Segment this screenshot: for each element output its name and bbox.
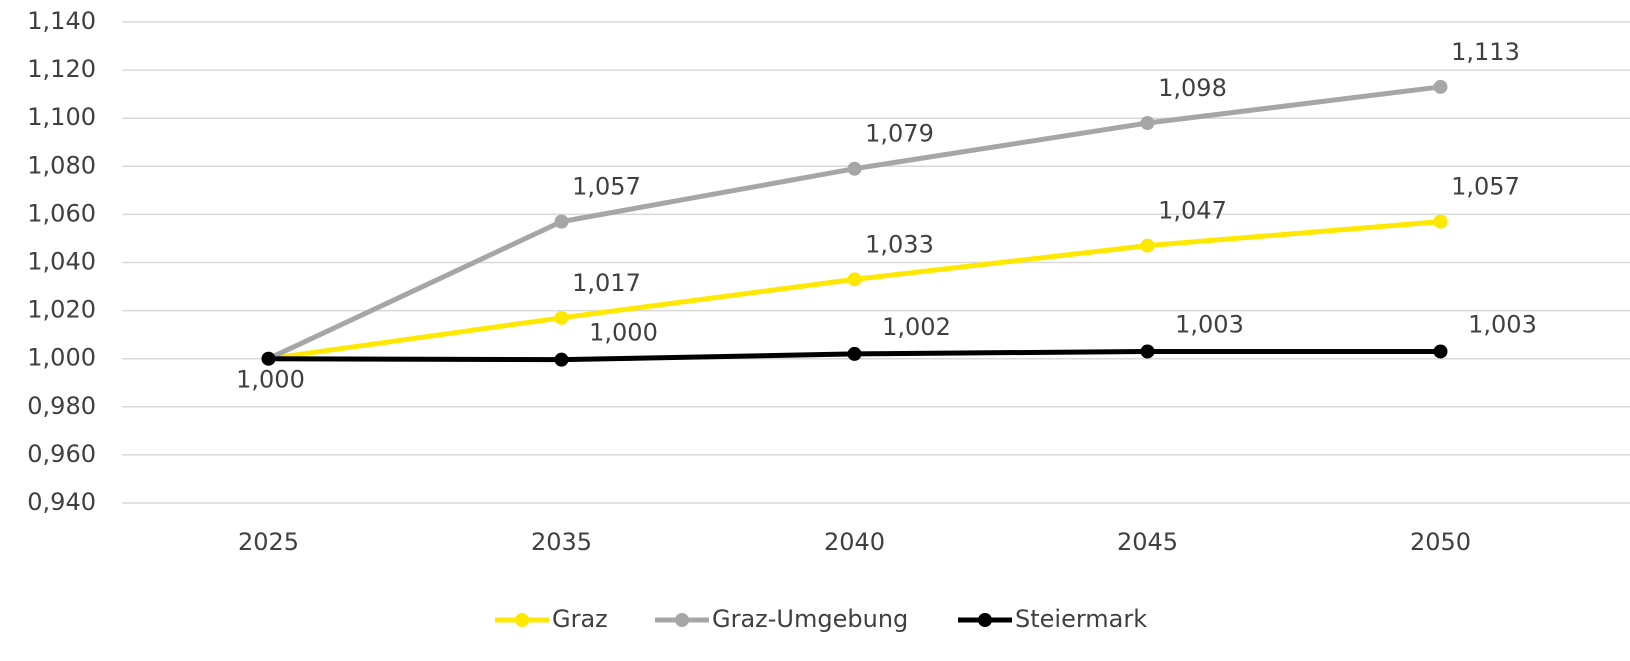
y-tick-label: 0,980 bbox=[27, 392, 96, 420]
x-tick-label: 2050 bbox=[1410, 528, 1471, 556]
data-label: 1,000 bbox=[589, 319, 658, 347]
y-tick-label: 1,100 bbox=[27, 103, 96, 131]
data-label: 1,057 bbox=[572, 173, 641, 201]
legend-label: Steiermark bbox=[1015, 605, 1147, 633]
data-label: 1,003 bbox=[1468, 310, 1537, 338]
data-point bbox=[847, 346, 862, 361]
data-point bbox=[1140, 238, 1155, 253]
data-point bbox=[1140, 344, 1155, 359]
legend-label: Graz bbox=[552, 605, 608, 633]
data-label: 1,047 bbox=[1158, 197, 1227, 225]
x-tick-label: 2040 bbox=[824, 528, 885, 556]
x-tick-label: 2035 bbox=[531, 528, 592, 556]
data-point bbox=[261, 351, 276, 366]
data-label: 1,017 bbox=[572, 269, 641, 297]
data-point bbox=[1433, 79, 1448, 94]
legend-marker bbox=[675, 613, 689, 627]
y-tick-label: 0,940 bbox=[27, 488, 96, 516]
data-label: 1,002 bbox=[882, 313, 951, 341]
y-tick-label: 1,020 bbox=[27, 296, 96, 324]
y-tick-label: 1,080 bbox=[27, 151, 96, 179]
legend-label: Graz-Umgebung bbox=[712, 605, 908, 633]
data-label: 1,000 bbox=[236, 366, 305, 394]
data-label: 1,033 bbox=[865, 230, 934, 258]
data-point bbox=[554, 310, 569, 325]
data-label: 1,003 bbox=[1175, 310, 1244, 338]
y-tick-label: 1,120 bbox=[27, 55, 96, 83]
data-point bbox=[1140, 116, 1155, 131]
data-label: 1,079 bbox=[865, 120, 934, 148]
data-point bbox=[847, 161, 862, 176]
x-tick-label: 2025 bbox=[238, 528, 299, 556]
series-line bbox=[268, 219, 1441, 362]
data-point bbox=[1433, 344, 1448, 359]
data-label: 1,057 bbox=[1451, 173, 1520, 201]
data-point bbox=[847, 272, 862, 287]
data-point bbox=[1433, 214, 1448, 229]
series-line bbox=[267, 84, 1441, 361]
data-label: 1,113 bbox=[1451, 38, 1520, 66]
y-tick-label: 1,140 bbox=[27, 7, 96, 35]
data-point bbox=[554, 352, 569, 367]
y-tick-label: 1,060 bbox=[27, 199, 96, 227]
data-point bbox=[554, 214, 569, 229]
y-tick-label: 1,040 bbox=[27, 248, 96, 276]
y-tick-label: 0,960 bbox=[27, 440, 96, 468]
legend-marker bbox=[978, 613, 992, 627]
legend-marker bbox=[515, 613, 529, 627]
y-tick-label: 1,000 bbox=[27, 344, 96, 372]
x-tick-label: 2045 bbox=[1117, 528, 1178, 556]
data-label: 1,098 bbox=[1158, 74, 1227, 102]
